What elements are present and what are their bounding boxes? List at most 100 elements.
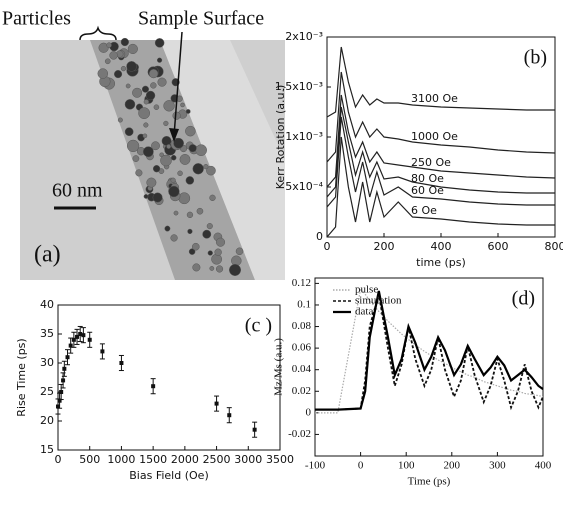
series-line [326,94,556,188]
point [78,332,83,336]
particle [120,37,129,47]
point [87,337,92,342]
y-axis-label: Kerr Rotation (a.u.) [274,85,287,190]
point [56,404,60,409]
x-axis-label: Bias Field (Oe) [129,469,208,482]
particle [160,154,172,167]
x-tick-label: 300 [489,460,506,472]
particle [209,194,216,202]
particle [180,102,185,108]
series-label: 1000 Oe [411,130,458,143]
x-tick-label: 400 [431,240,452,253]
particle [164,225,171,232]
x-axis-label: time (ps) [416,256,466,269]
x-tick-label: 800 [545,240,563,253]
point [151,384,156,389]
plot-frame [314,277,544,457]
point [75,334,80,339]
particle [170,177,176,183]
chart: 0 200 400 600 800 0 5x10⁻⁴ 1x10⁻³ 1.5x10⁻³ 2x10⁻³… [274,30,563,269]
x-axis-label: Time (ps) [408,476,451,488]
particle [114,70,123,79]
particle [152,165,161,173]
point [214,401,219,406]
particle [146,177,157,188]
point [71,337,76,342]
particle [156,57,163,63]
particle [142,146,154,158]
chart: 0 500 1000 1500 2000 2500 3000 3500 15 20 25 30 35 40… [15,298,294,482]
y-tick-label: 20 [40,414,54,427]
particle [172,111,181,120]
particle [150,82,157,89]
y-tick-label: 0 [316,230,323,243]
x-tick-label: 0 [324,240,331,253]
particle [206,223,213,230]
annotation: Particles [2,8,71,30]
y-axis-label: Mz/Ms (a.u.) [273,338,285,396]
plot-frame [57,304,281,451]
particle [185,109,191,114]
particle [166,144,171,149]
legend-label: pulse [355,284,378,296]
panel-label: (d) [512,288,535,310]
particle [177,170,183,177]
particle [163,100,175,112]
point [252,427,257,432]
x-tick-label: 200 [374,240,395,253]
panel-label: (a) [34,242,61,268]
particle [195,144,207,156]
series-label: 250 Oe [411,156,451,169]
particle [125,83,131,89]
y-tick-label: 40 [40,298,54,311]
particles [97,37,244,276]
particle [132,155,140,162]
particle [126,61,137,72]
particle [207,250,213,256]
series-line [326,106,555,198]
particle [192,163,204,175]
y-tick-label: 0.08 [292,320,312,332]
particle [143,194,149,199]
particle [135,169,143,177]
particle [188,144,197,153]
x-tick-label: 500 [79,453,100,466]
series-line [326,116,555,208]
point [81,333,86,338]
particle [191,242,200,251]
series-label: 60 Oe [411,184,444,197]
x-tick-label: 1000 [107,453,135,466]
x-tick-label: 2500 [203,453,231,466]
particle [154,38,165,48]
point [100,349,105,354]
particle [142,133,148,139]
particle [97,68,109,79]
particle [170,234,178,242]
y-tick-label: 0.12 [292,277,311,289]
particle [211,253,223,265]
particle [215,237,226,247]
x-tick-label: 0 [358,460,364,472]
particle [143,99,149,105]
particle [124,99,136,110]
particle [120,65,127,72]
particle [143,122,149,128]
x-tick-label: 1500 [139,453,167,466]
x-tick-label: 400 [535,460,552,472]
particle [127,43,138,55]
particle [104,58,111,65]
arrow-head [169,128,179,142]
series-line [326,136,555,238]
point [59,390,64,394]
particle [229,263,241,276]
x-tick-label: 2000 [171,453,199,466]
y-tick-label: -0.02 [288,428,311,440]
particle [235,247,244,256]
particle [126,139,140,153]
y-tick-label: 30 [40,356,54,369]
particle [192,263,201,272]
particle [209,266,215,271]
chart: -100 0 100 200 300 400 -0.02 0 0.02 0.04 0.06 0.08 0… [273,277,552,488]
y-tick-label: 0 [306,406,312,418]
